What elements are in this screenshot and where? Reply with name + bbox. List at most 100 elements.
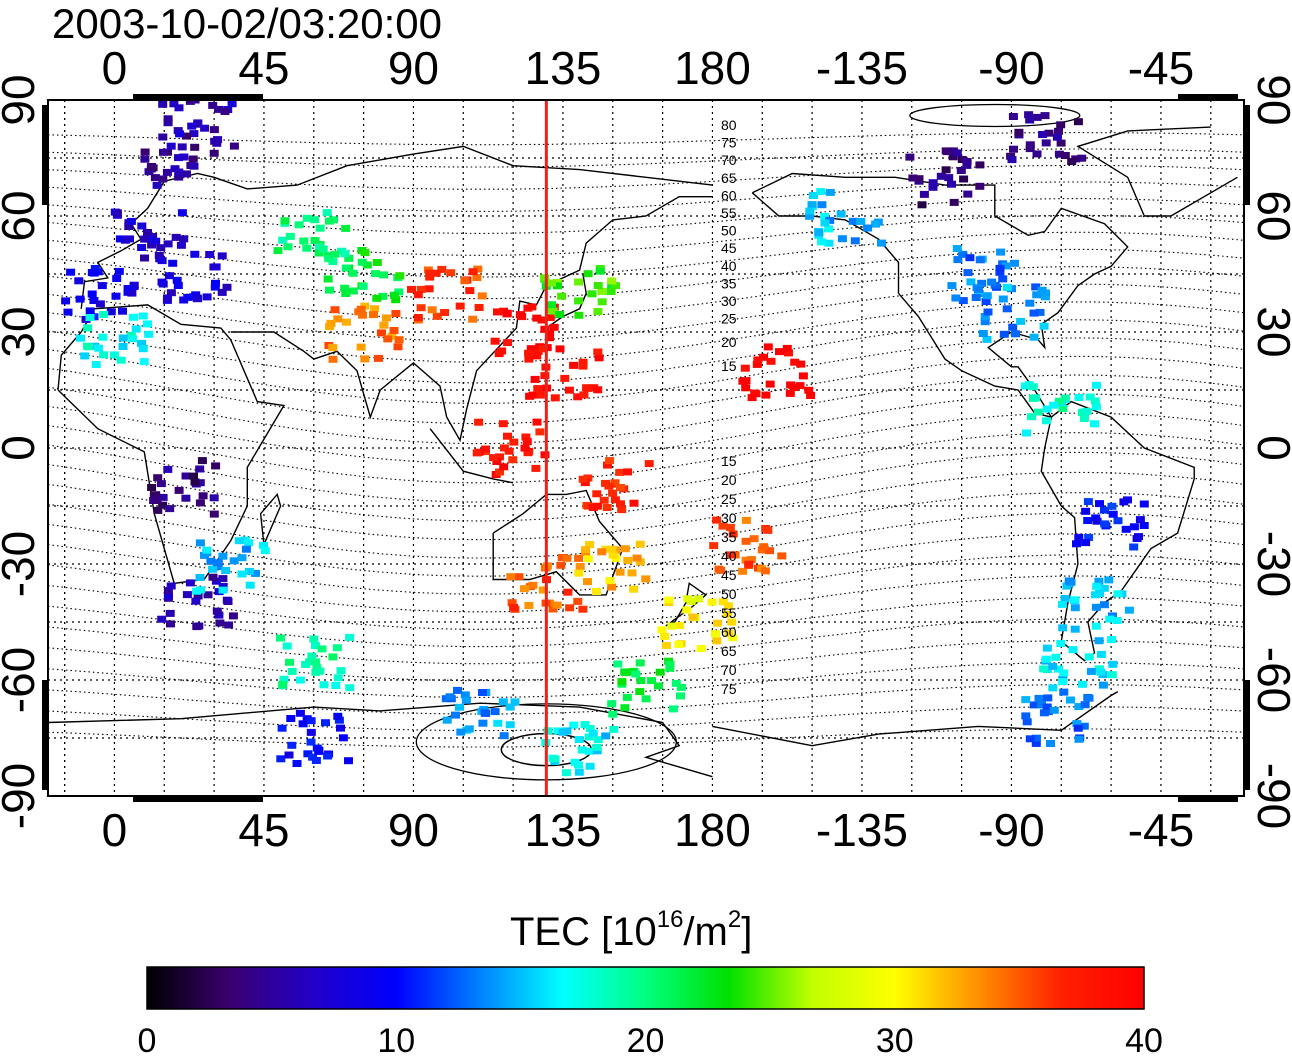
tec-point [222,596,232,604]
tec-point [1039,322,1049,330]
tec-point [474,304,484,311]
tec-point [974,286,983,294]
tec-point [597,287,607,295]
coastline-segment [230,196,713,443]
tec-point [202,293,212,301]
tec-point [958,297,968,305]
tec-point [585,725,595,732]
tec-point [959,175,969,183]
tec-point [166,582,176,590]
tec-point [341,290,351,297]
tec-point [379,271,389,279]
tec-point [629,585,639,593]
contour-label: 55 [721,605,737,621]
tec-point [593,282,603,289]
tec-point [424,285,434,293]
tec-point [1056,640,1066,648]
tec-point [294,221,304,229]
tec-point [584,747,594,755]
tec-point [1129,543,1139,551]
tec-point [383,335,393,343]
tec-point [694,595,704,603]
tec-point [565,604,575,612]
tec-point [949,198,959,206]
tec-point [442,716,452,724]
tec-point [777,552,787,560]
tec-point [995,264,1005,272]
tec-point [217,288,227,296]
tec-point [80,352,90,360]
tec-point [641,695,651,703]
tec-point [451,711,460,719]
tec-point [850,237,860,245]
tec-point [1054,127,1063,135]
tec-point [741,556,751,564]
tec-point [181,472,191,480]
tec-point [538,586,548,594]
tec-point [251,569,260,577]
tec-point [394,336,404,344]
tec-point [547,279,556,287]
lon-tick-label-top: 0 [102,42,128,94]
tec-point [1100,520,1110,528]
tec-point [131,325,141,333]
tec-point [573,597,583,605]
tec-point [489,454,498,462]
tec-point [341,318,351,326]
tec-point [427,306,437,314]
tec-point [61,297,71,305]
tec-point [190,100,200,104]
tec-point [1081,539,1091,547]
tec-point [321,719,330,727]
tec-point [193,119,203,127]
tec-point [522,438,532,446]
tec-point [318,245,328,253]
tec-point [1020,382,1030,390]
tec-point [460,691,470,699]
tec-point [209,494,219,502]
tec-point [635,558,645,566]
tec-point [311,668,321,676]
tec-point [977,279,987,287]
lat-tick-label-left: 0 [0,435,44,461]
colorbar-tick-label: 40 [1125,1022,1163,1057]
tec-point [279,675,289,683]
tec-point [759,353,768,361]
tec-point [1049,706,1059,714]
magnetic-contour [48,640,1244,682]
tec-point [340,284,350,292]
tec-point [1029,309,1039,317]
tec-point [836,210,846,218]
tec-point [713,619,722,627]
tec-point [378,292,388,300]
lat-tick-label-left: 90 [0,74,44,125]
tec-point [370,305,380,313]
tec-point [616,484,625,491]
tec-point [494,350,504,358]
tec-point [328,653,338,661]
tec-point [137,222,147,230]
tec-point [741,516,751,524]
tec-point [725,523,735,531]
tec-point [963,269,973,277]
tec-point [524,355,534,363]
tec-point [228,612,238,620]
magnetic-contour [48,512,1244,577]
tec-point [741,384,751,392]
tec-point [688,613,698,621]
tec-point [205,251,215,258]
contour-label: 50 [721,223,737,239]
tec-point [166,620,175,628]
tec-point [1074,735,1084,743]
lat-tick-label-right: -90 [1248,763,1292,829]
tec-point [580,721,590,729]
tec-point [1091,603,1101,611]
tec-point [165,505,175,513]
tec-point [287,741,297,749]
tec-point [1080,701,1090,709]
tec-point [118,343,128,350]
tec-point [284,751,294,759]
lon-tick-label-bottom: 0 [102,804,128,856]
tec-point [1072,720,1082,728]
tec-point [317,645,327,653]
